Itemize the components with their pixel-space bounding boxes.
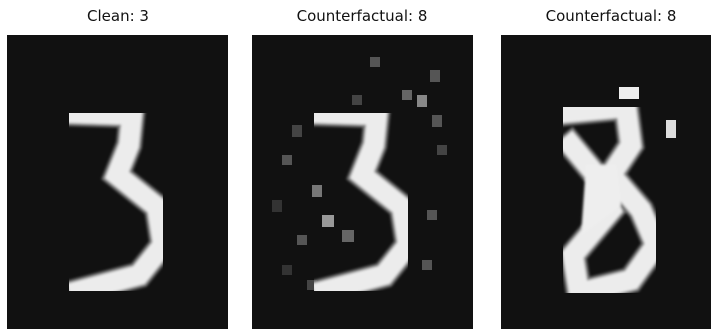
panel-title: Clean: 3 [87,7,149,25]
panel-title: Counterfactual: 8 [546,7,677,25]
figure: Clean: 3 Counterfactual: 8 [0,0,714,329]
panel-title: Counterfactual: 8 [297,7,428,25]
panel-image [7,35,228,329]
panel-image [501,35,711,329]
panel-image [252,35,473,329]
